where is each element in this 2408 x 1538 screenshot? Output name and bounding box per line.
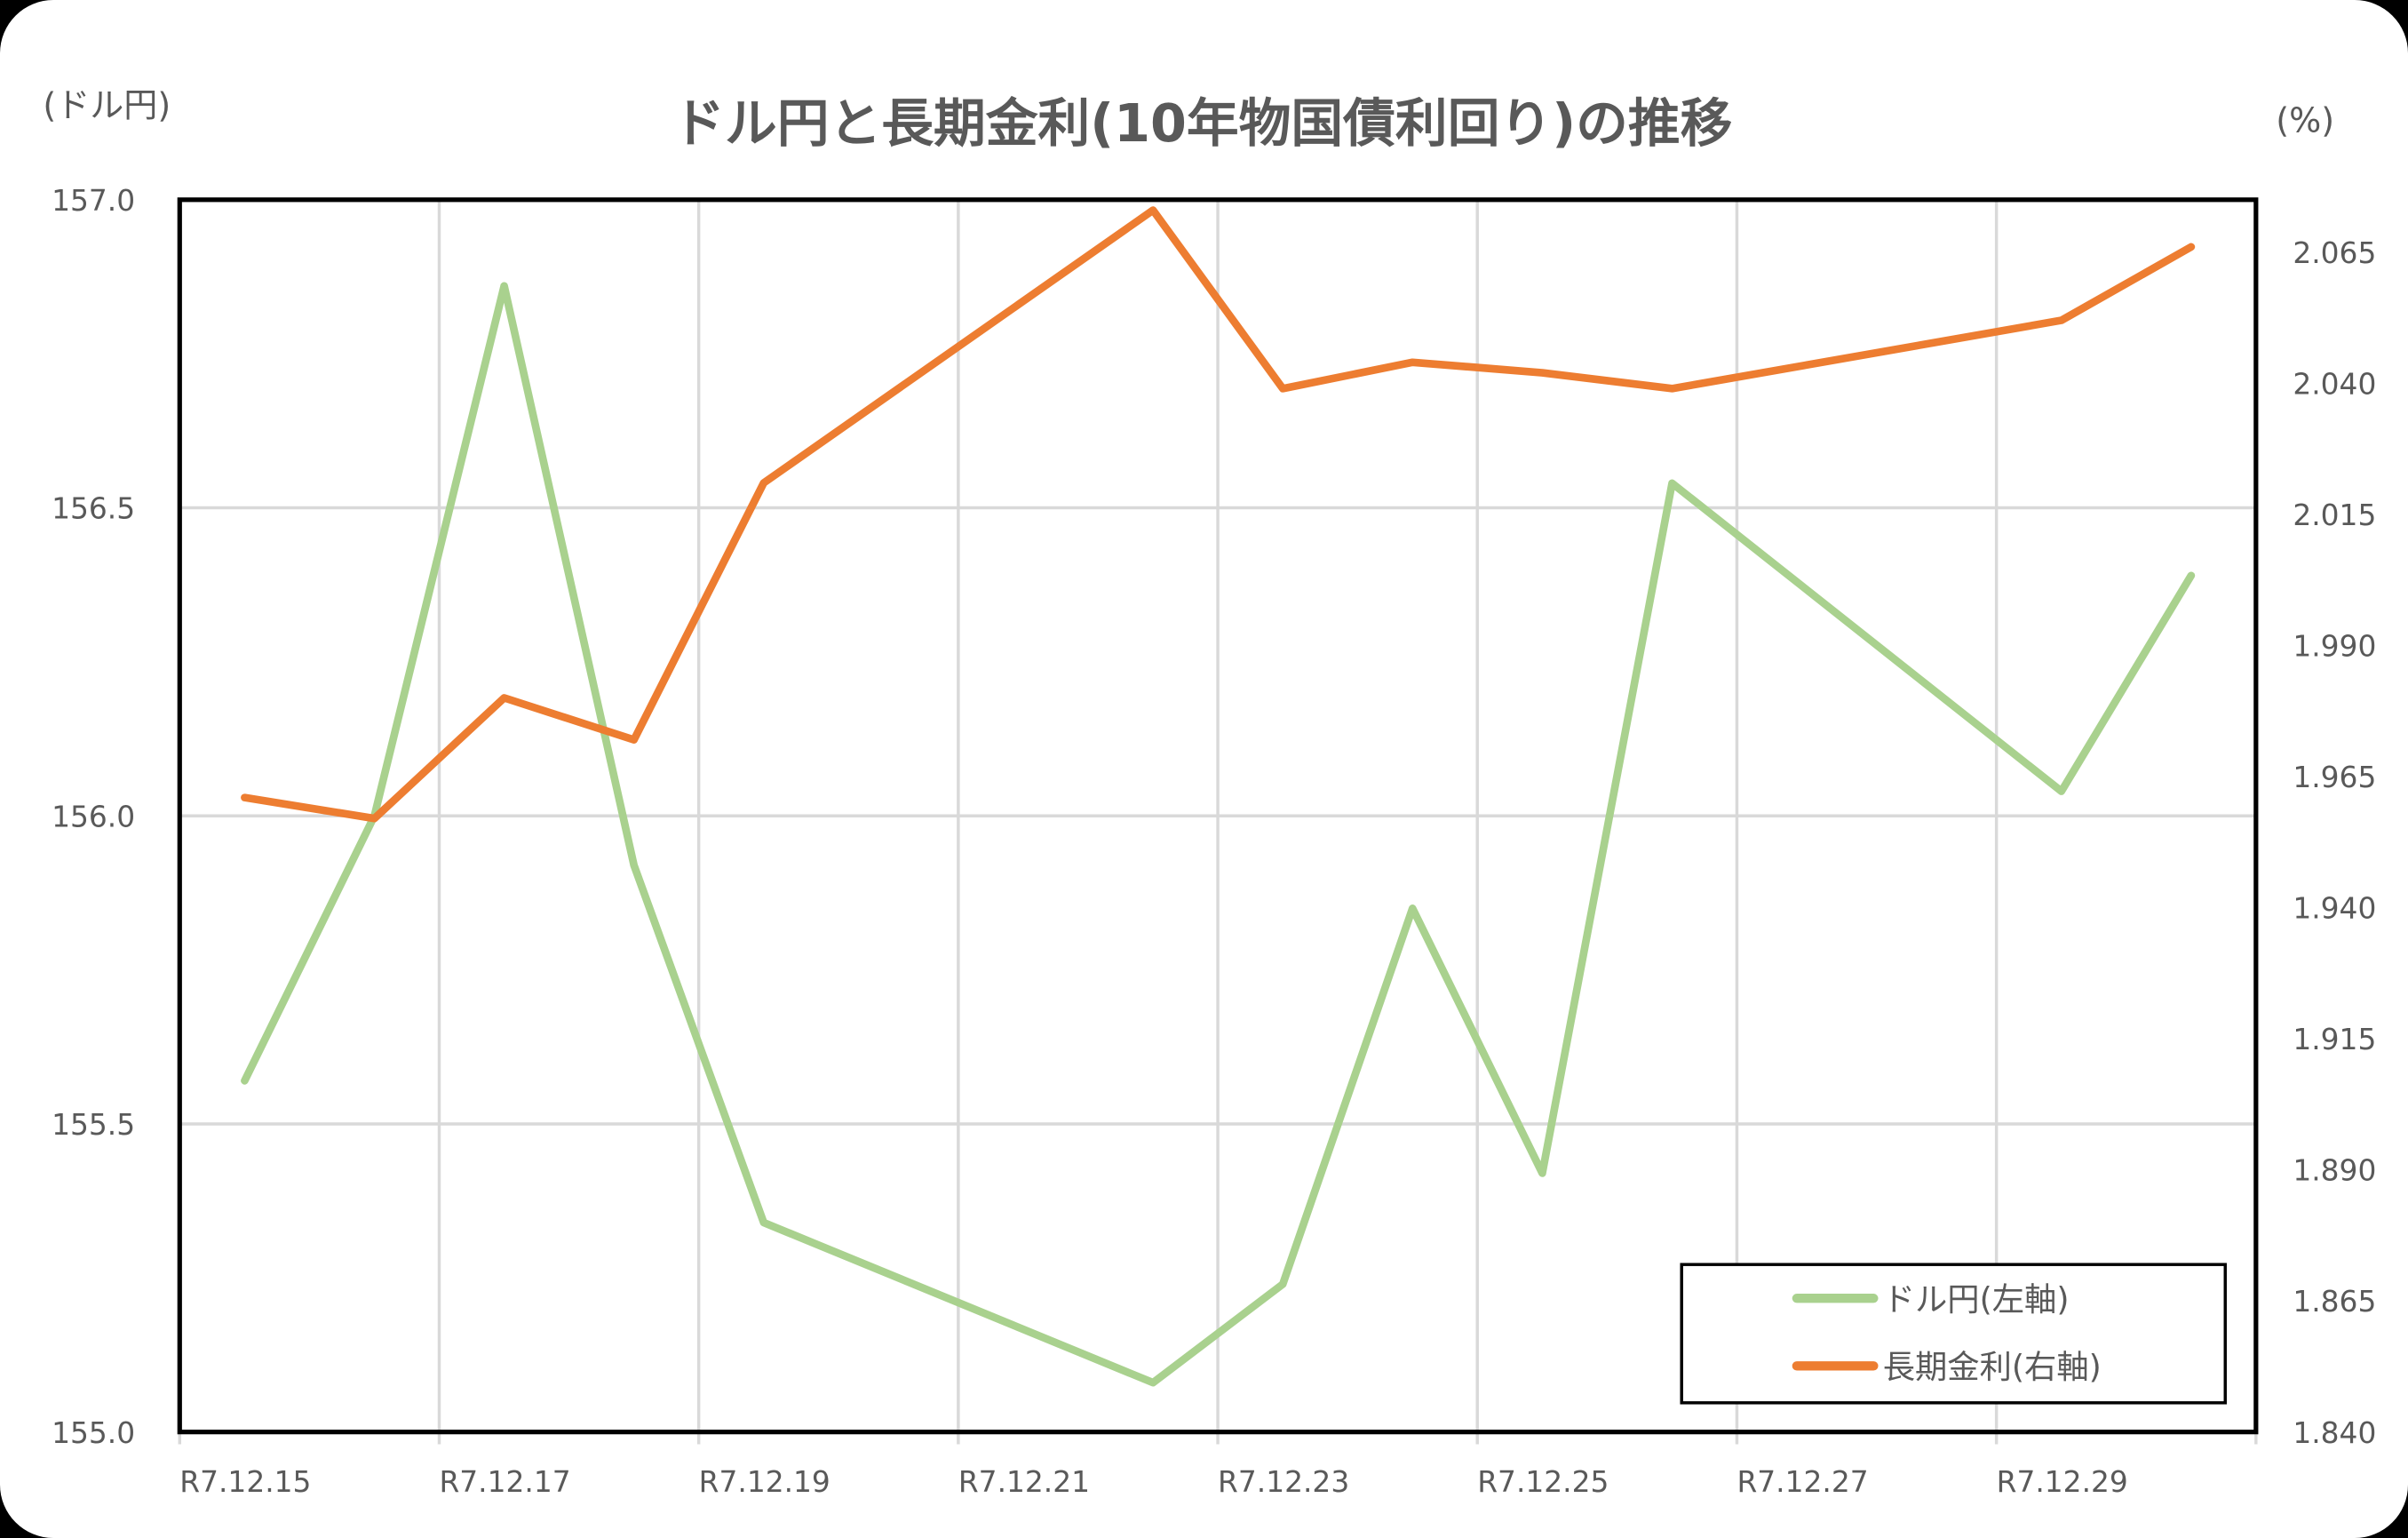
legend-label-jgb10y: 長期金利(右軸) — [1883, 1348, 2102, 1386]
right-axis-ticks: 1.840 1.865 1.890 1.915 1.940 1.965 1.990 2.015… — [2293, 236, 2376, 1450]
usdjpy-line — [241, 282, 2196, 1387]
x-axis-ticks: R7.12.15 R7.12.17 R7.12.19 R7.12.21 R7.12.23… — [179, 1465, 2128, 1499]
right-tick-label: 2.015 — [2293, 498, 2376, 532]
left-tick-label: 156.0 — [52, 800, 135, 833]
legend-label-usdjpy: ドル円(左軸) — [1883, 1280, 2070, 1319]
legend: ドル円(左軸) 長期金利(右軸) — [1680, 1263, 2227, 1405]
right-tick-label: 1.915 — [2293, 1023, 2376, 1056]
gridlines — [178, 199, 2258, 1445]
x-tick-label: R7.12.15 — [179, 1465, 311, 1499]
x-tick-label: R7.12.21 — [958, 1465, 1090, 1499]
left-axis-unit: (ドル円) — [43, 85, 171, 124]
plot-area-border — [177, 197, 2259, 1435]
right-tick-label: 1.890 — [2293, 1154, 2376, 1188]
left-tick-label: 155.0 — [52, 1416, 135, 1450]
left-tick-label: 157.0 — [52, 184, 135, 218]
data-lines — [241, 206, 2196, 1387]
x-tick-label: R7.12.17 — [439, 1465, 570, 1499]
jgb10y-line — [241, 206, 2196, 823]
right-tick-label: 2.065 — [2293, 236, 2376, 270]
x-tick-label: R7.12.23 — [1218, 1465, 1349, 1499]
right-axis-unit: (%) — [2276, 101, 2334, 140]
legend-box — [1680, 1263, 2227, 1405]
chart-title: ドル円と長期金利(10年物国債利回り)の推移 — [672, 92, 1732, 154]
x-tick-label: R7.12.29 — [1997, 1465, 2128, 1499]
left-tick-label: 156.5 — [52, 492, 135, 526]
x-tick-label: R7.12.19 — [699, 1465, 830, 1499]
x-tick-label: R7.12.27 — [1736, 1465, 1868, 1499]
right-tick-label: 1.965 — [2293, 761, 2376, 794]
left-tick-label: 155.5 — [52, 1108, 135, 1142]
left-axis-ticks: 155.0 155.5 156.0 156.5 157.0 — [52, 184, 135, 1450]
right-tick-label: 1.865 — [2293, 1285, 2376, 1319]
right-tick-label: 1.940 — [2293, 892, 2376, 926]
right-tick-label: 1.990 — [2293, 630, 2376, 664]
right-tick-label: 1.840 — [2293, 1416, 2376, 1450]
x-tick-label: R7.12.25 — [1477, 1465, 1609, 1499]
right-tick-label: 2.040 — [2293, 367, 2376, 401]
